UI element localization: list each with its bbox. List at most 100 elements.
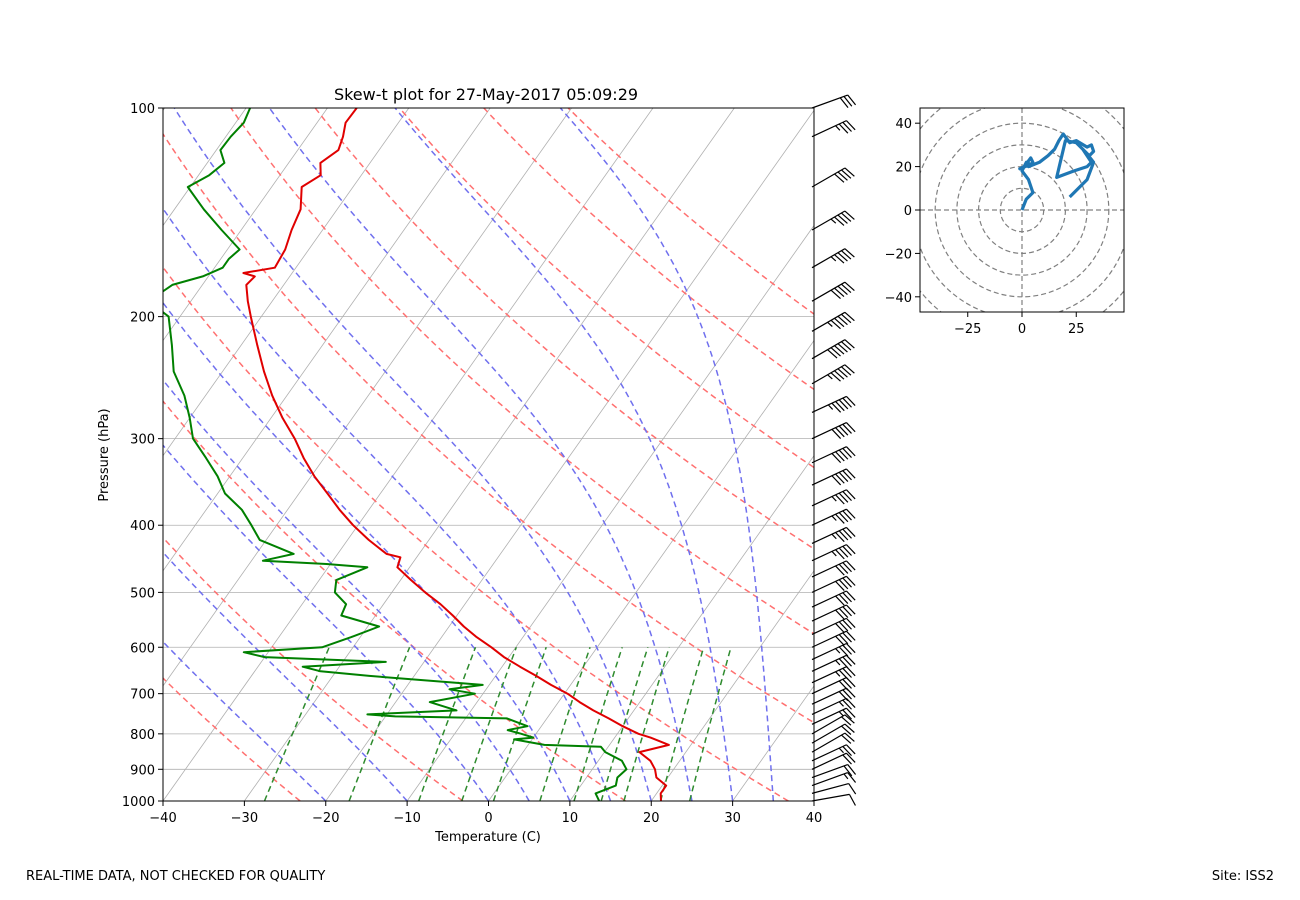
wind-barb-flag (842, 678, 852, 689)
wind-barb-staff (811, 446, 847, 464)
wind-barb-flag (842, 592, 852, 603)
mixing-ratio-line (688, 647, 732, 801)
moist-adiabat (559, 108, 775, 801)
wind-barb-flag (834, 345, 845, 355)
wind-barb-staff (811, 752, 847, 770)
skewt-y-axis-label: Pressure (hPa) (97, 408, 112, 501)
wind-barb-staff (811, 94, 848, 109)
wind-barb-flag (842, 397, 852, 408)
wind-barb-flag (841, 341, 852, 351)
wind-barb-flag (842, 632, 852, 643)
wind-barb-flag (846, 395, 856, 406)
wind-barb-flag (844, 723, 855, 733)
dewpoint-line (163, 108, 628, 801)
wind-barb-flag (831, 453, 842, 464)
wind-barb (811, 714, 855, 735)
wind-barb-flag (835, 513, 845, 524)
wind-barb-flag (834, 173, 845, 183)
moist-adiabat (163, 640, 327, 801)
wind-barb-flag (842, 667, 852, 678)
isotherm-line (0, 108, 83, 801)
wind-barb (811, 590, 856, 608)
wind-barb-half-flag (827, 374, 833, 380)
wind-barb-flag (846, 527, 856, 538)
wind-barb-half-flag (831, 496, 837, 502)
hodograph-trace-group (1018, 132, 1096, 211)
wind-barb-flag (835, 549, 845, 560)
wind-barb (811, 281, 855, 302)
wind-barb-flag (839, 97, 849, 109)
wind-barb-flag (838, 425, 849, 436)
wind-barb-flag (844, 167, 855, 177)
wind-barb-flag (838, 123, 849, 134)
wind-barb (811, 544, 856, 562)
wind-barb-flag (838, 547, 849, 558)
skewt-title: Skew-t plot for 27-May-2017 05:09:29 (334, 85, 638, 104)
hodo-y-tick-label: 0 (904, 204, 912, 219)
wind-barb-flag (830, 319, 841, 330)
wind-barb-flag (838, 512, 849, 523)
wind-barb-flag (834, 370, 845, 380)
wind-barb-flag (846, 120, 856, 131)
wind-barb-half-flag (827, 321, 833, 327)
wind-barb (811, 763, 857, 779)
wind-barb-half-flag (835, 671, 841, 677)
isotherm-line (895, 108, 1300, 801)
mixing-ratio-line (417, 647, 477, 801)
wind-barb (811, 422, 856, 440)
wind-barb-flag (837, 285, 848, 296)
wind-barb-flag (846, 560, 856, 571)
wind-barb-flag (846, 654, 856, 665)
wind-barb-half-flag (831, 515, 837, 521)
wind-barb-flag (838, 593, 849, 604)
skewt-y-ticks: 100 200 300 400 500 600 700 800 900 1000 (122, 102, 163, 810)
y-tick-label: 700 (130, 688, 155, 703)
wind-barb-staff (811, 560, 847, 578)
wind-barb-flag (841, 212, 852, 222)
wind-barb-flag (842, 746, 852, 757)
wind-barb-staff (811, 526, 847, 545)
wind-barb-flag (842, 491, 852, 502)
wind-barb-half-flag (830, 256, 837, 262)
wind-barb-staff (811, 677, 847, 695)
isotherm-line (569, 455, 814, 801)
x-tick-label: −10 (393, 811, 420, 826)
wind-barb-flag (831, 428, 842, 439)
wind-barb-staff (811, 714, 846, 735)
wind-barb-flag (835, 427, 845, 438)
wind-barb-flag (842, 699, 852, 710)
wind-barb-flag (842, 709, 852, 720)
isotherm-line (163, 108, 328, 342)
wind-barb-staff (811, 630, 847, 648)
wind-barb-flag (846, 489, 856, 500)
wind-barb (811, 364, 855, 385)
temperature-line (242, 108, 670, 801)
wind-barb-staff (811, 744, 847, 762)
wind-barb-half-flag (838, 747, 844, 754)
wind-barb-flag (831, 402, 842, 413)
wind-barb-flag (847, 94, 857, 106)
wind-barb-staff (811, 120, 847, 138)
wind-barb-staff (811, 604, 847, 622)
isotherm-line (163, 108, 654, 801)
wind-barb-flag (838, 449, 849, 460)
wind-barb (811, 560, 856, 578)
wind-barb-flag (842, 528, 852, 539)
dry-adiabat (398, 108, 814, 469)
wind-barb-flag (844, 210, 855, 220)
wind-barb-staff (811, 687, 847, 705)
wind-barb-half-flag (835, 125, 841, 131)
wind-barb (811, 630, 856, 648)
wind-barb-staff (811, 339, 846, 360)
wind-barb-staff (811, 468, 847, 486)
wind-barb-flag (835, 623, 845, 634)
wind-barb-flag (835, 595, 845, 606)
wind-barb-half-flag (831, 550, 837, 557)
wind-barb (811, 489, 856, 507)
mixing-ratio-line (492, 647, 547, 801)
wind-barb (811, 772, 857, 787)
wind-barb-staff (811, 575, 847, 593)
wind-barb-flag (846, 590, 856, 601)
wind-barb (811, 654, 856, 672)
isotherm-line (406, 224, 814, 801)
